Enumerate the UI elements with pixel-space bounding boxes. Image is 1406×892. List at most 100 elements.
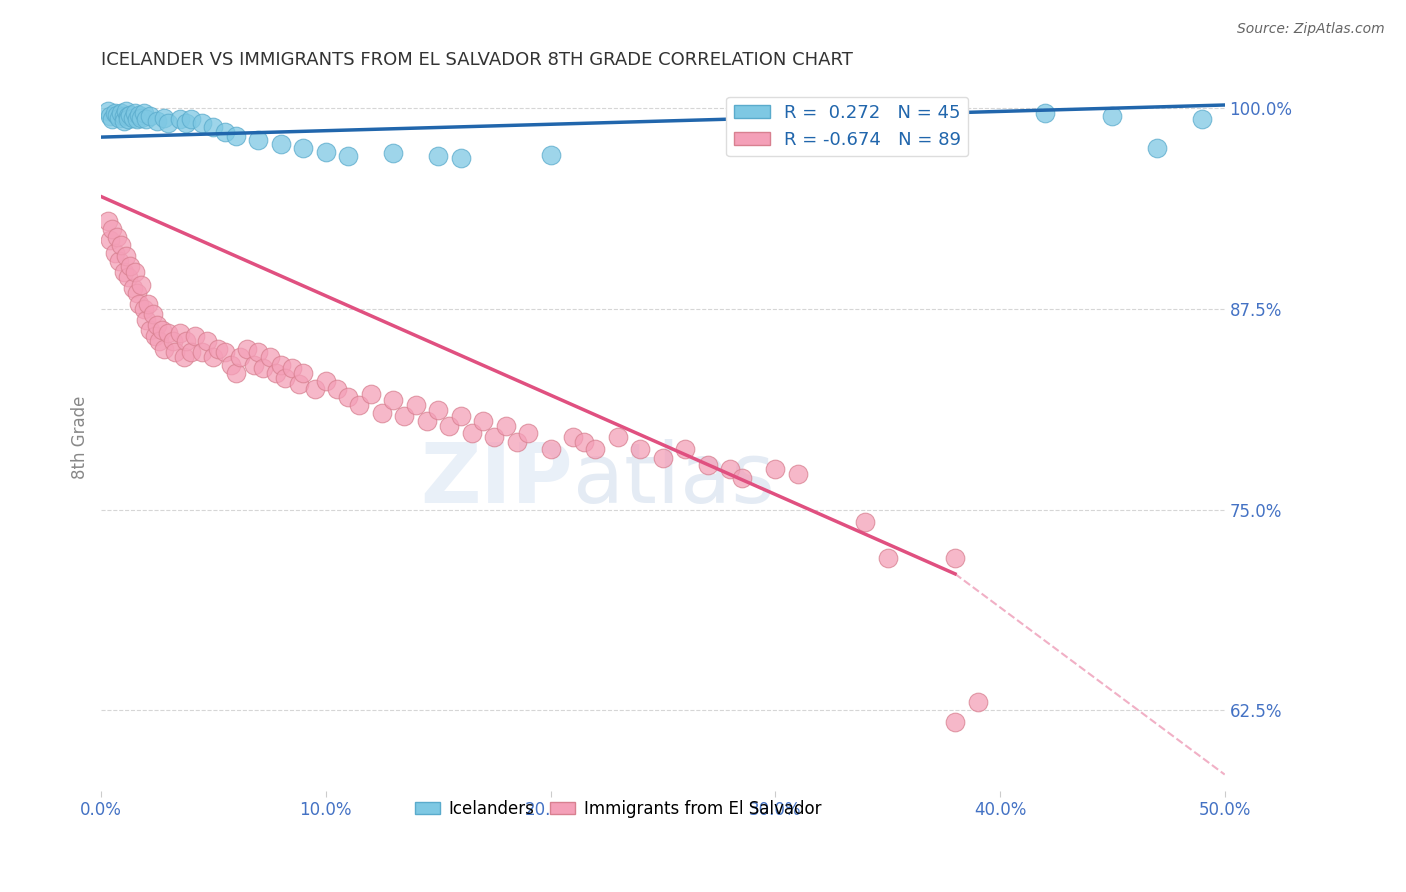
Point bbox=[371, 406, 394, 420]
Point bbox=[121, 111, 143, 125]
Y-axis label: 8th Grade: 8th Grade bbox=[72, 396, 89, 479]
Point bbox=[136, 297, 159, 311]
Point bbox=[394, 409, 416, 424]
Point bbox=[876, 550, 898, 565]
Text: ZIP: ZIP bbox=[420, 439, 574, 520]
Point bbox=[651, 451, 673, 466]
Point bbox=[337, 149, 360, 163]
Point bbox=[139, 109, 162, 123]
Point bbox=[117, 109, 139, 123]
Point bbox=[225, 128, 247, 143]
Point bbox=[472, 414, 495, 428]
Point bbox=[337, 390, 360, 404]
Point bbox=[103, 106, 125, 120]
Point bbox=[288, 377, 311, 392]
Point bbox=[191, 345, 214, 359]
Point bbox=[165, 345, 187, 359]
Point bbox=[540, 442, 562, 456]
Point bbox=[148, 334, 170, 348]
Point bbox=[169, 112, 191, 127]
Point bbox=[131, 277, 153, 292]
Point bbox=[105, 229, 128, 244]
Point bbox=[114, 104, 136, 119]
Point bbox=[214, 125, 236, 139]
Point bbox=[506, 435, 529, 450]
Point bbox=[484, 430, 506, 444]
Point bbox=[606, 430, 628, 444]
Point bbox=[382, 146, 405, 161]
Point bbox=[718, 462, 741, 476]
Legend: Icelanders, Immigrants from El Salvador: Icelanders, Immigrants from El Salvador bbox=[408, 793, 828, 825]
Point bbox=[124, 265, 146, 279]
Point bbox=[247, 133, 270, 147]
Point bbox=[1101, 109, 1123, 123]
Point bbox=[110, 237, 132, 252]
Point bbox=[157, 326, 180, 340]
Point bbox=[135, 112, 157, 127]
Point bbox=[292, 141, 315, 155]
Point bbox=[943, 714, 966, 729]
Point bbox=[150, 323, 173, 337]
Point bbox=[117, 112, 139, 127]
Point bbox=[562, 430, 585, 444]
Point bbox=[943, 550, 966, 565]
Point bbox=[101, 112, 124, 127]
Point bbox=[132, 301, 155, 316]
Point bbox=[274, 371, 297, 385]
Text: atlas: atlas bbox=[574, 439, 775, 520]
Point bbox=[103, 245, 125, 260]
Point bbox=[125, 285, 148, 300]
Point bbox=[439, 419, 461, 434]
Point bbox=[169, 326, 191, 340]
Point bbox=[128, 297, 150, 311]
Point bbox=[270, 358, 292, 372]
Point bbox=[112, 265, 135, 279]
Point bbox=[221, 358, 243, 372]
Point bbox=[128, 108, 150, 122]
Point bbox=[191, 116, 214, 130]
Point bbox=[1191, 112, 1213, 127]
Point bbox=[450, 151, 472, 165]
Point bbox=[143, 329, 166, 343]
Point bbox=[114, 249, 136, 263]
Point bbox=[202, 350, 225, 364]
Point bbox=[202, 120, 225, 135]
Point bbox=[112, 109, 135, 123]
Point bbox=[112, 114, 135, 128]
Point bbox=[120, 108, 142, 122]
Point bbox=[243, 358, 266, 372]
Point bbox=[225, 366, 247, 380]
Point bbox=[121, 281, 143, 295]
Point bbox=[574, 435, 596, 450]
Point bbox=[304, 382, 326, 396]
Point bbox=[146, 318, 169, 332]
Point bbox=[120, 259, 142, 273]
Point bbox=[259, 350, 281, 364]
Point bbox=[326, 382, 349, 396]
Point bbox=[157, 116, 180, 130]
Point bbox=[427, 403, 450, 417]
Point bbox=[139, 323, 162, 337]
Point bbox=[162, 334, 184, 348]
Point bbox=[696, 458, 718, 472]
Point bbox=[349, 398, 371, 412]
Point bbox=[184, 329, 207, 343]
Point bbox=[132, 106, 155, 120]
Point bbox=[540, 148, 562, 162]
Point bbox=[427, 149, 450, 163]
Point bbox=[176, 116, 198, 130]
Point bbox=[315, 374, 337, 388]
Point bbox=[180, 112, 202, 127]
Point bbox=[517, 425, 540, 440]
Point bbox=[1033, 106, 1056, 120]
Point bbox=[173, 350, 195, 364]
Point bbox=[585, 442, 607, 456]
Point bbox=[1146, 141, 1168, 155]
Point bbox=[763, 462, 786, 476]
Text: Source: ZipAtlas.com: Source: ZipAtlas.com bbox=[1237, 22, 1385, 37]
Point bbox=[252, 361, 274, 376]
Point bbox=[360, 387, 382, 401]
Point bbox=[247, 345, 270, 359]
Point bbox=[292, 366, 315, 380]
Point bbox=[281, 361, 304, 376]
